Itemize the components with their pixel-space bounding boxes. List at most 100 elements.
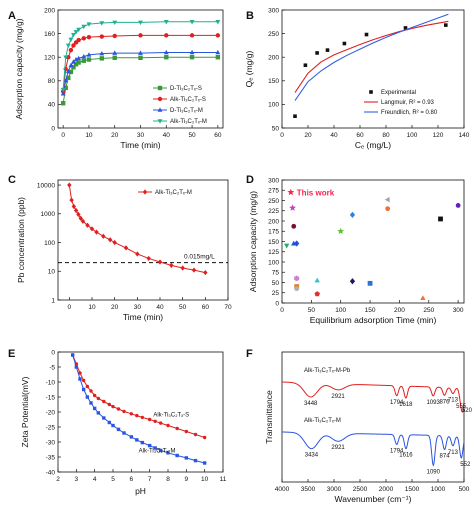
data-point — [138, 20, 143, 26]
legend-label: Alk-Ti₃C₂Tₓ-M — [155, 190, 192, 196]
data-point — [420, 295, 426, 300]
series-1 — [294, 20, 449, 93]
series-0 — [60, 55, 221, 106]
peak-label: 2921 — [331, 394, 345, 400]
panel-d: D 0 50 100 150 200 250 300 0 25 50 75 100 125 150 175 20… — [246, 174, 465, 325]
series-label: Alk-Ti₃C₂Tₓ-M-Pb — [304, 368, 351, 374]
series-0 — [70, 353, 207, 440]
x-tick-label: 30 — [137, 132, 145, 139]
series-label: Alk-Ti₃C₂Tₓ-S — [153, 413, 189, 419]
x-tick-label: 2000 — [379, 486, 394, 493]
data-point — [89, 401, 93, 405]
data-point — [92, 406, 97, 411]
data-point — [73, 56, 79, 62]
legend-label: Freundlich, R² = 0.80 — [381, 110, 438, 116]
data-point — [146, 255, 151, 262]
data-point — [73, 62, 79, 67]
data-point — [76, 37, 81, 43]
data-point — [164, 55, 169, 60]
series-2 — [294, 13, 449, 101]
x-axis-label: Equilibrium adsorption Time (min) — [310, 315, 437, 325]
data-point — [367, 280, 373, 286]
legend-label: D-Ti₃C₂Tₓ-M — [170, 108, 203, 114]
data-point — [215, 49, 221, 55]
y-tick-label: -25 — [46, 424, 56, 431]
data-point — [71, 65, 76, 70]
data-point — [85, 384, 90, 389]
x-tick-label: 50 — [188, 132, 196, 139]
y-tick-label: 150 — [268, 239, 279, 246]
data-point — [202, 435, 207, 440]
data-point — [96, 411, 101, 415]
legend-label: Alk-Ti₃C₂Tₓ-S — [170, 97, 206, 103]
data-point — [140, 440, 145, 445]
x-tick-label: 8 — [166, 476, 170, 483]
x-tick-label: 40 — [163, 132, 171, 139]
data-point — [157, 259, 163, 265]
x-tick-label: 140 — [459, 132, 470, 139]
x-tick-label: 7 — [148, 476, 152, 483]
y-tick-label: -30 — [46, 439, 56, 446]
x-tick-label: 2500 — [353, 486, 368, 493]
data-point — [68, 37, 74, 43]
data-point — [81, 36, 86, 41]
x-tick-label: 0 — [61, 132, 65, 139]
y-tick-label: 200 — [268, 55, 279, 62]
data-point — [349, 211, 356, 218]
x-tick-label: 250 — [423, 307, 434, 314]
data-point — [135, 413, 139, 418]
x-tick-label: 50 — [308, 307, 316, 314]
data-point — [147, 417, 152, 422]
peak-label: 1618 — [399, 402, 413, 408]
data-point — [69, 197, 74, 203]
data-point — [147, 443, 152, 448]
x-tick-label: 70 — [224, 304, 232, 311]
data-point — [438, 216, 443, 222]
data-point — [287, 188, 295, 196]
data-point — [203, 269, 208, 276]
legend-marker — [157, 119, 163, 124]
fit-curve — [294, 13, 449, 101]
data-point — [65, 68, 71, 74]
data-point — [81, 378, 86, 383]
data-point — [112, 55, 117, 60]
y-tick-label: 300 — [268, 7, 279, 14]
data-point — [122, 431, 126, 435]
fit-curve — [294, 20, 449, 93]
data-point — [85, 222, 90, 228]
y-tick-label: 200 — [268, 218, 279, 225]
data-point — [86, 34, 92, 40]
data-point — [163, 20, 169, 25]
panel-label: E — [8, 348, 15, 360]
data-point — [80, 218, 86, 224]
data-point — [123, 245, 129, 251]
data-point — [138, 55, 143, 60]
y-tick-label: -35 — [46, 454, 56, 461]
data-point — [180, 265, 185, 271]
peak-label: 1794 — [390, 449, 404, 455]
x-tick-label: 200 — [394, 307, 405, 314]
plot-frame — [281, 179, 465, 304]
x-tick-label: 3000 — [327, 486, 342, 493]
series-0 — [67, 182, 208, 276]
data-point — [444, 23, 448, 27]
panel-label: F — [246, 348, 253, 360]
data-point — [289, 204, 296, 211]
legend-label: D-Ti₃C₂Tₓ-S — [170, 86, 202, 92]
data-point — [111, 423, 115, 428]
legend-label: Alk-Ti₃C₂Tₓ-M — [170, 119, 207, 125]
legend-label: Experimental — [381, 90, 416, 96]
data-point — [63, 78, 69, 83]
series-0 — [293, 23, 448, 118]
y-tick-label: -5 — [49, 364, 55, 371]
peak-label: 1093 — [426, 400, 440, 406]
x-tick-label: 0 — [280, 307, 284, 314]
data-point — [71, 203, 77, 210]
data-point — [385, 206, 391, 212]
y-axis-label: Adsorption capacity (mg/g) — [14, 18, 24, 119]
y-tick-label: 10 — [48, 269, 56, 276]
y-tick-label: 50 — [272, 125, 280, 132]
panel-f: F 4000 3500 3000 2500 2000 1500 1000 500 Wavenumb… — [246, 348, 473, 504]
data-point — [81, 58, 86, 63]
